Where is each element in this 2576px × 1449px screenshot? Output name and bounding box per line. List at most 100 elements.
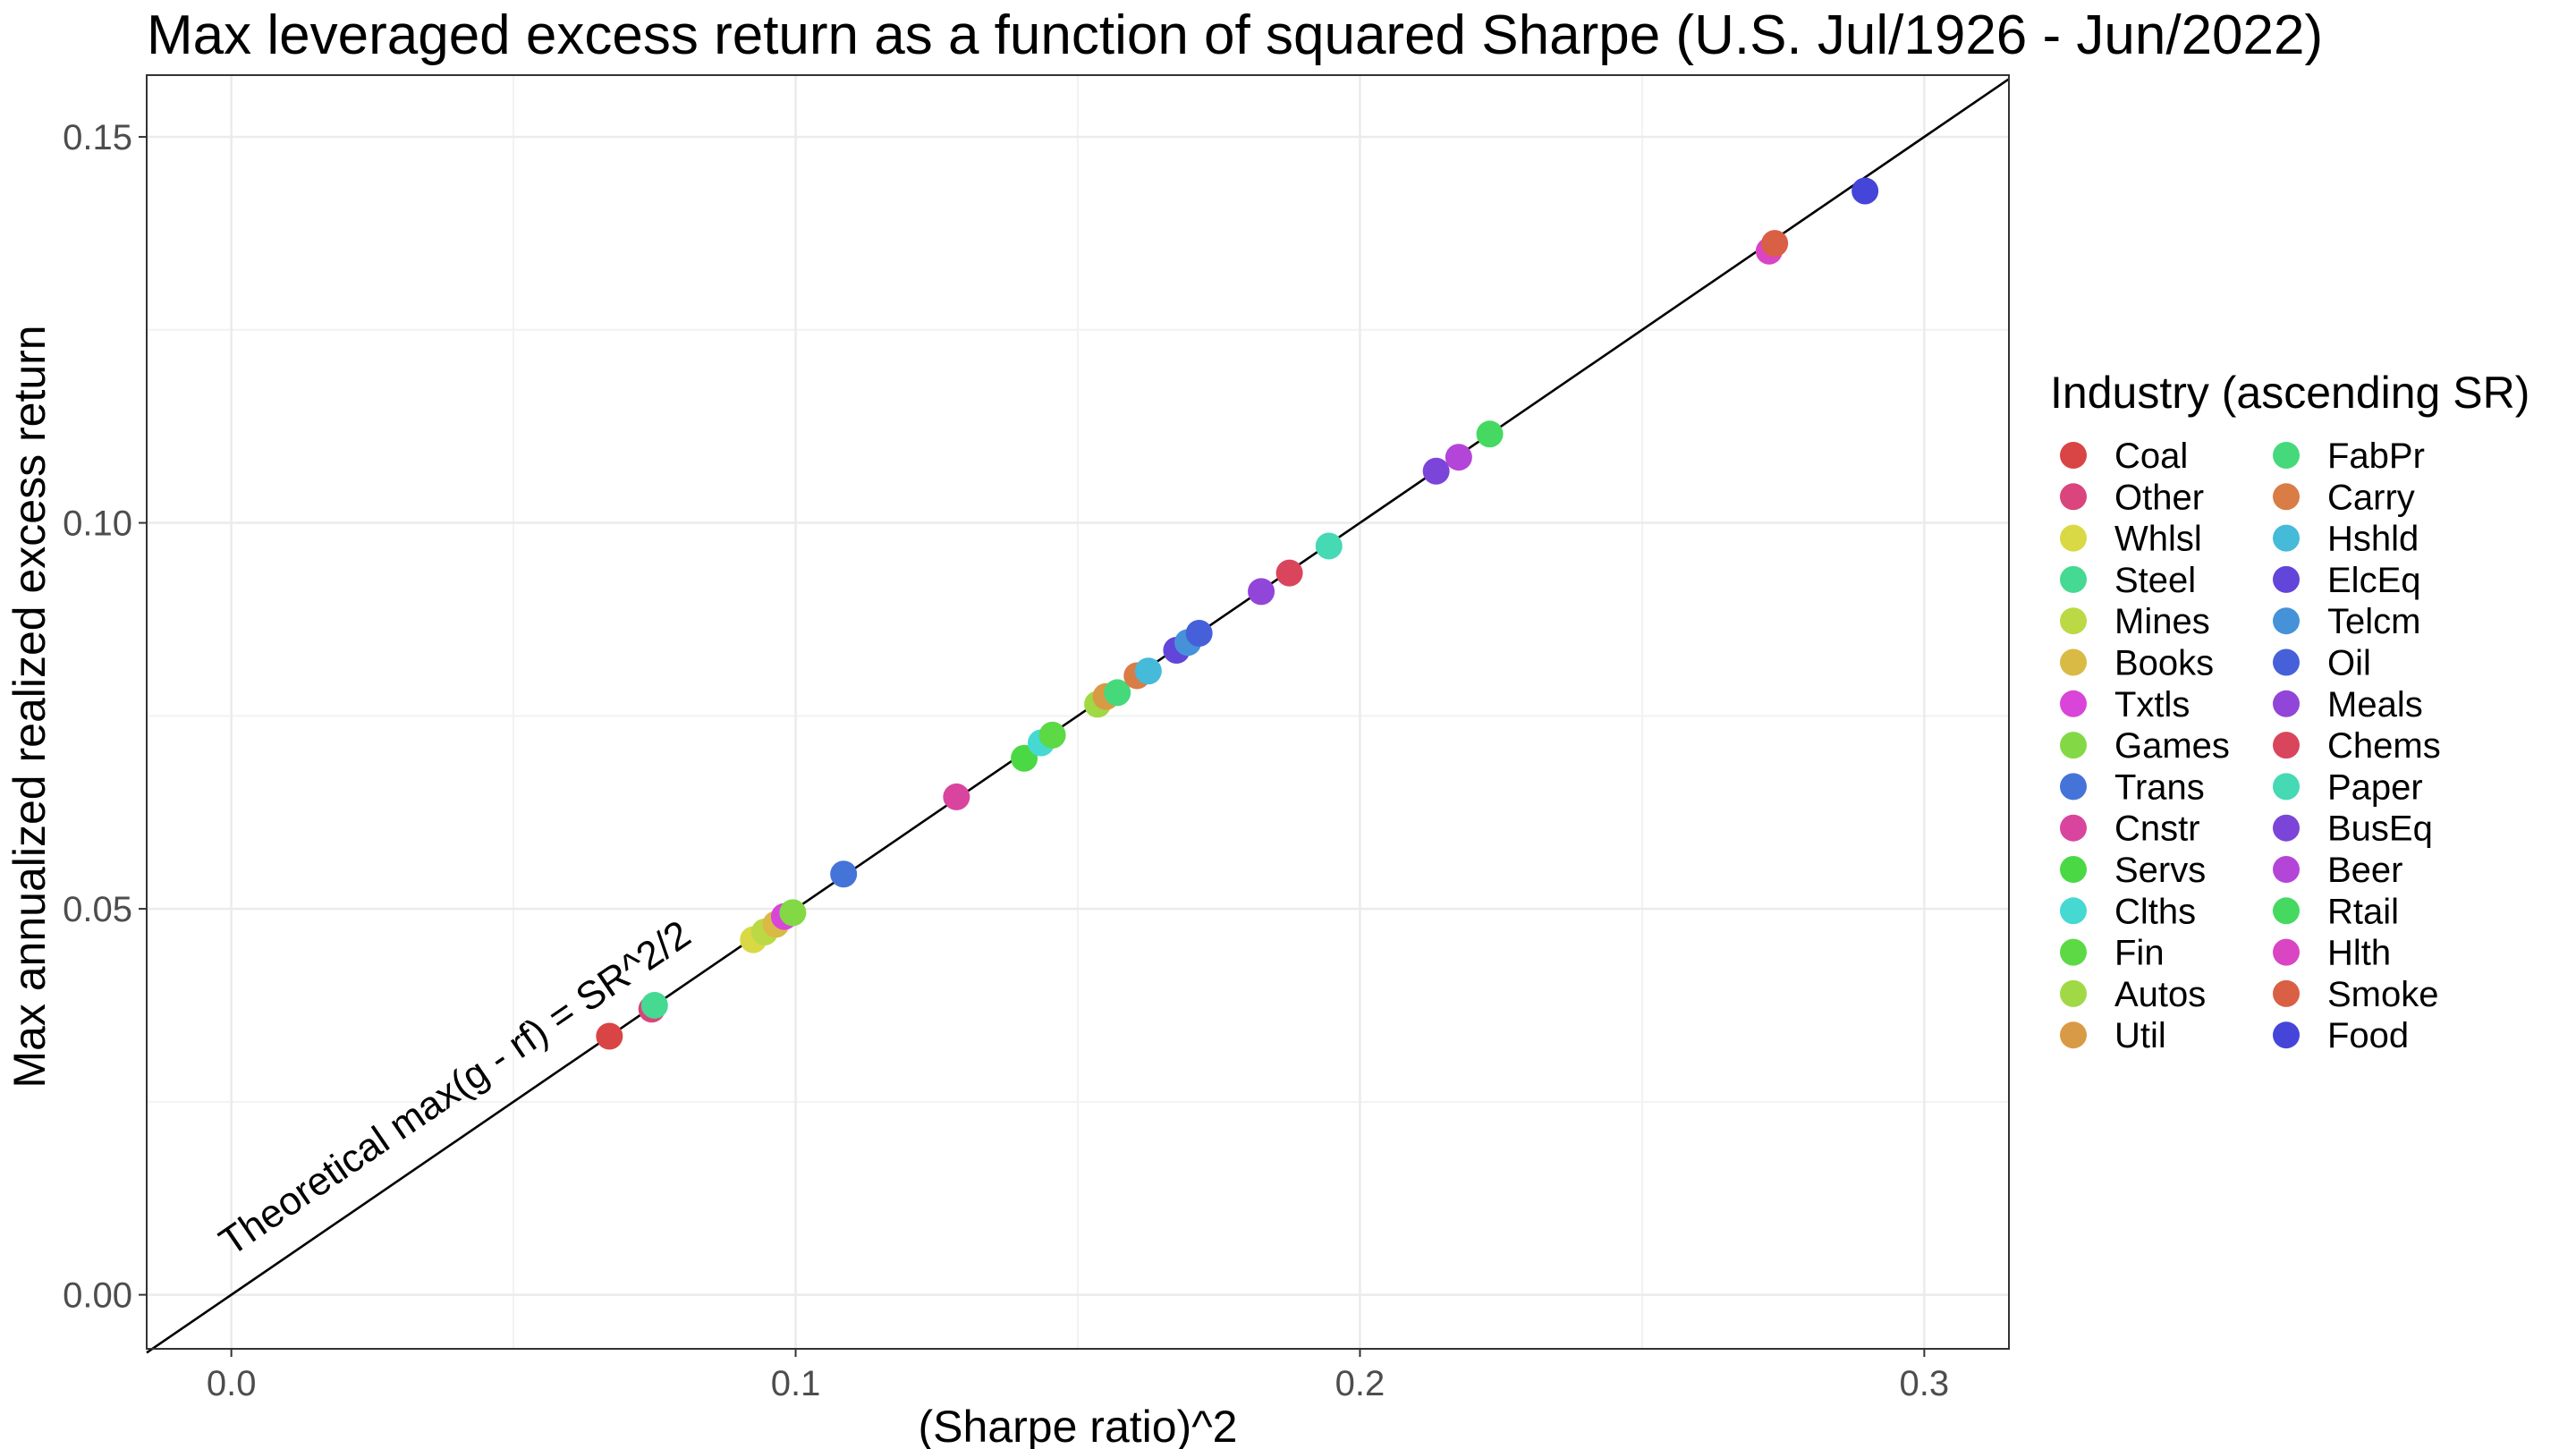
data-point-chems [1275, 559, 1303, 587]
legend-label-food: Food [2327, 1016, 2409, 1055]
x-tick-label: 0.0 [207, 1364, 257, 1403]
legend-label-mines: Mines [2114, 602, 2210, 641]
legend-label-hshld: Hshld [2327, 520, 2419, 559]
legend-label-oil: Oil [2327, 644, 2371, 683]
legend-title: Industry (ascending SR) [2050, 368, 2529, 418]
legend-key-steel [2060, 565, 2087, 593]
legend-key-mines [2060, 607, 2087, 635]
data-point-coal [596, 1022, 623, 1050]
legend-label-elceq: ElcEq [2327, 561, 2421, 600]
legend-key-fabpr [2273, 442, 2300, 469]
legend-key-hshld [2273, 524, 2300, 552]
legend-key-trans [2060, 773, 2087, 801]
data-point-meals [1248, 578, 1275, 606]
legend-key-smoke [2273, 979, 2300, 1007]
legend-label-steel: Steel [2114, 561, 2196, 600]
legend-key-autos [2060, 979, 2087, 1007]
legend-label-hlth: Hlth [2327, 934, 2391, 973]
data-point-hshld [1134, 657, 1162, 685]
legend-label-cnstr: Cnstr [2114, 809, 2200, 849]
data-point-buseq [1422, 457, 1450, 485]
x-tick-label: 0.3 [1900, 1364, 1950, 1403]
legend-key-fin [2060, 938, 2087, 966]
plot-panel: Theoretical max(g - rf) = SR^2/2 [146, 74, 2010, 1354]
plot-border [146, 74, 2010, 1350]
legend-key-paper [2273, 773, 2300, 801]
legend-label-books: Books [2114, 644, 2214, 683]
y-axis-ticks: 0.00 0.05 0.10 0.15 [63, 118, 147, 1316]
data-point-food [1852, 177, 1879, 205]
legend-key-carry [2273, 483, 2300, 511]
chart-title: Max leveraged excess return as a functio… [147, 4, 2323, 66]
legend-label-fin: Fin [2114, 934, 2165, 973]
grid-major [147, 75, 2009, 1349]
data-point-servs [1011, 744, 1038, 772]
y-tick-label: 0.15 [63, 118, 132, 157]
legend-key-hlth [2273, 938, 2300, 966]
legend-key-buseq [2273, 814, 2300, 842]
data-point-fin [1038, 721, 1066, 749]
reference-line [146, 78, 2010, 1354]
data-point-trans [830, 860, 858, 888]
data-point-steel [640, 991, 668, 1019]
data-point-games [779, 899, 807, 927]
legend-key-meals [2273, 690, 2300, 717]
legend-items: CoalOtherWhlslSteelMinesBooksTxtlsGamesT… [2060, 436, 2441, 1055]
legend-key-clths [2060, 897, 2087, 925]
legend-label-carry: Carry [2327, 478, 2415, 517]
legend-label-beer: Beer [2327, 851, 2403, 890]
legend-label-buseq: BusEq [2327, 809, 2433, 849]
data-point-paper [1315, 532, 1343, 560]
data-point-smoke [1761, 230, 1789, 258]
legend-label-telcm: Telcm [2327, 602, 2420, 641]
legend-label-rtail: Rtail [2327, 892, 2399, 931]
y-tick-label: 0.05 [63, 890, 132, 929]
x-tick-label: 0.1 [771, 1364, 821, 1403]
legend-key-util [2060, 1021, 2087, 1049]
legend-key-other [2060, 483, 2087, 511]
legend-label-txtls: Txtls [2114, 685, 2190, 724]
legend: Industry (ascending SR) CoalOtherWhlslSt… [2050, 368, 2529, 1055]
grid-minor [147, 75, 2009, 1349]
legend-label-trans: Trans [2114, 767, 2205, 807]
data-point-rtail [1476, 420, 1504, 448]
legend-label-clths: Clths [2114, 892, 2196, 931]
legend-key-txtls [2060, 690, 2087, 717]
legend-key-cnstr [2060, 814, 2087, 842]
legend-key-chems [2273, 732, 2300, 759]
legend-key-food [2273, 1021, 2300, 1049]
x-axis-title: (Sharpe ratio)^2 [919, 1402, 1238, 1449]
x-axis-ticks: 0.0 0.1 0.2 0.3 [207, 1349, 1949, 1403]
legend-label-util: Util [2114, 1016, 2166, 1055]
legend-key-games [2060, 732, 2087, 759]
data-point-beer [1445, 444, 1472, 471]
data-points [596, 177, 1879, 1050]
legend-label-meals: Meals [2327, 685, 2423, 724]
legend-label-coal: Coal [2114, 436, 2188, 476]
legend-label-whlsl: Whlsl [2114, 520, 2202, 559]
y-axis-title: Max annualized realized excess return [4, 325, 55, 1088]
data-point-cnstr [943, 783, 970, 810]
y-tick-label: 0.00 [63, 1276, 132, 1316]
legend-label-other: Other [2114, 478, 2204, 517]
legend-label-paper: Paper [2327, 767, 2423, 807]
legend-key-books [2060, 648, 2087, 676]
legend-key-servs [2060, 856, 2087, 883]
legend-label-chems: Chems [2327, 726, 2441, 766]
legend-label-servs: Servs [2114, 851, 2206, 890]
data-point-fabpr [1104, 679, 1131, 707]
legend-label-smoke: Smoke [2327, 975, 2439, 1014]
legend-label-games: Games [2114, 726, 2230, 766]
legend-label-autos: Autos [2114, 975, 2206, 1014]
legend-key-beer [2273, 856, 2300, 883]
legend-key-rtail [2273, 897, 2300, 925]
x-tick-label: 0.2 [1335, 1364, 1385, 1403]
legend-label-fabpr: FabPr [2327, 436, 2425, 476]
legend-key-coal [2060, 442, 2087, 469]
legend-key-oil [2273, 648, 2300, 676]
y-tick-label: 0.10 [63, 504, 132, 544]
legend-key-whlsl [2060, 524, 2087, 552]
legend-key-telcm [2273, 607, 2300, 635]
data-point-oil [1185, 619, 1213, 647]
